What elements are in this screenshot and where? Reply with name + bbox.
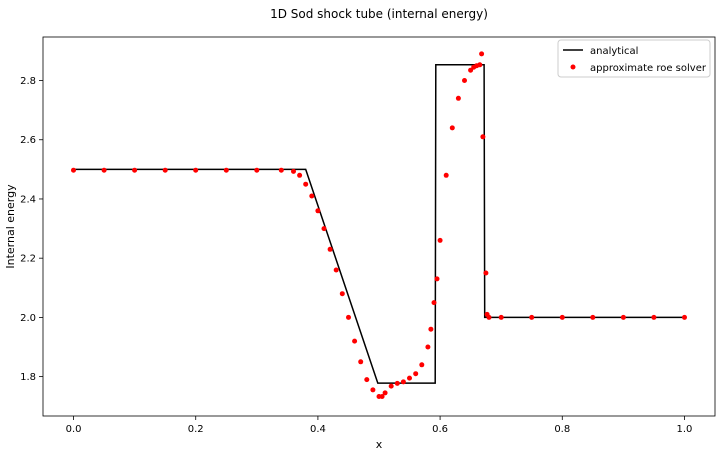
data-point-roe [413, 371, 419, 377]
plot-area [43, 37, 715, 416]
data-point-roe [620, 314, 626, 320]
data-point-roe [455, 95, 461, 101]
data-point-roe [425, 344, 431, 350]
legend-label-analytical: analytical [590, 46, 638, 57]
data-point-roe [483, 270, 489, 276]
legend-marker-roe [570, 64, 576, 70]
data-point-roe [428, 326, 434, 332]
legend: analytical approximate roe solver [557, 39, 711, 78]
data-point-roe [346, 314, 351, 320]
data-point-roe [358, 359, 364, 365]
data-point-roe [321, 226, 327, 232]
data-point-roe [297, 172, 303, 178]
y-axis-label: Internal energy [4, 184, 17, 269]
data-point-roe [309, 193, 315, 199]
data-point-roe [339, 291, 345, 297]
y-tick-label: 2.0 [20, 313, 36, 324]
data-point-roe [434, 276, 440, 282]
data-point-roe [559, 314, 565, 320]
y-axis: 1.8 2.0 2.2 2.4 2.6 2.8 [20, 76, 43, 383]
data-point-roe [327, 246, 333, 252]
data-point-roe [71, 167, 76, 173]
data-point-roe [388, 383, 394, 389]
data-point-roe [291, 168, 296, 174]
y-tick-label: 2.8 [20, 76, 36, 87]
data-point-roe [479, 51, 485, 57]
data-point-roe [480, 134, 486, 140]
x-tick-label: 0.0 [66, 424, 82, 435]
chart-marks [71, 51, 687, 399]
data-point-roe [477, 62, 483, 68]
data-point-roe [590, 314, 596, 320]
data-point-roe [162, 167, 168, 173]
data-point-roe [101, 167, 107, 173]
data-point-roe [303, 181, 309, 187]
data-point-roe [407, 375, 412, 381]
data-point-roe [437, 237, 443, 243]
data-point-roe [132, 167, 138, 173]
x-tick-label: 0.2 [188, 424, 204, 435]
x-tick-label: 0.4 [310, 424, 326, 435]
series-line-analytical [73, 64, 685, 384]
x-tick-label: 0.8 [554, 424, 570, 435]
y-tick-label: 2.6 [20, 135, 36, 146]
data-point-roe [379, 394, 385, 399]
x-tick-label: 0.6 [432, 424, 448, 435]
data-point-roe [193, 167, 199, 173]
data-point-roe [333, 267, 339, 273]
y-tick-label: 1.8 [20, 372, 36, 383]
y-tick-label: 2.2 [20, 254, 36, 265]
data-point-roe [394, 380, 400, 386]
x-axis-label: x [376, 438, 383, 451]
data-point-roe [431, 300, 437, 306]
data-point-roe [370, 387, 376, 393]
x-tick-label: 1.0 [677, 424, 693, 435]
data-point-roe [315, 208, 321, 214]
data-point-roe [278, 167, 284, 173]
legend-label-roe: approximate roe solver [590, 63, 707, 74]
data-point-roe [400, 379, 406, 385]
data-point-roe [443, 172, 449, 178]
data-point-roe [223, 167, 229, 173]
data-point-roe [498, 314, 504, 320]
data-point-roe [651, 314, 657, 320]
y-tick-label: 2.4 [20, 194, 36, 205]
data-point-roe [254, 167, 260, 173]
data-point-roe [462, 78, 467, 83]
data-point-roe [382, 390, 388, 396]
data-point-roe [529, 314, 535, 320]
data-point-roe [468, 67, 474, 73]
data-point-roe [449, 125, 455, 131]
data-point-roe [364, 377, 370, 383]
data-point-roe [352, 338, 358, 344]
chart-title: 1D Sod shock tube (internal energy) [270, 7, 488, 21]
plot-frame [42, 36, 716, 417]
data-point-roe [682, 314, 687, 320]
legend-box [557, 39, 711, 78]
x-axis: 0.0 0.2 0.4 0.6 0.8 1.0 [66, 416, 693, 435]
data-point-roe [419, 362, 425, 368]
data-point-roe [486, 314, 492, 320]
